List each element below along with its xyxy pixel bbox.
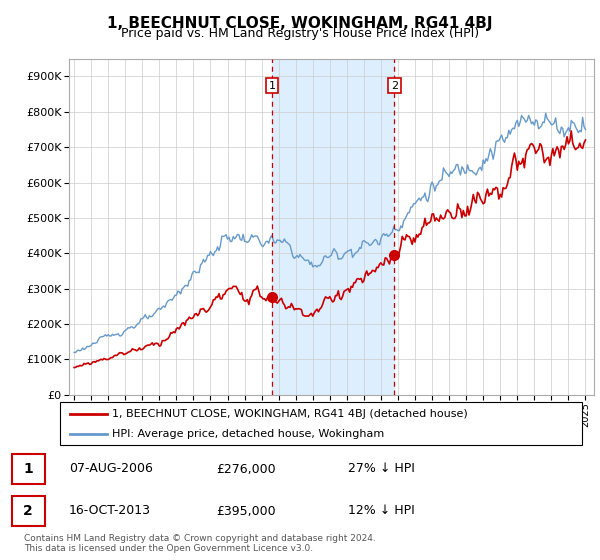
Text: £395,000: £395,000 [216,505,275,517]
Bar [272,59,394,395]
Text: £276,000: £276,000 [216,463,275,475]
Text: HPI: Average price, detached house, Wokingham: HPI: Average price, detached house, Woki… [112,430,385,440]
Text: 1: 1 [268,81,275,91]
Text: 27% ↓ HPI: 27% ↓ HPI [348,463,415,475]
Text: 1: 1 [23,462,33,476]
Text: 12% ↓ HPI: 12% ↓ HPI [348,505,415,517]
Text: 07-AUG-2006: 07-AUG-2006 [69,463,153,475]
Text: 2: 2 [391,81,398,91]
FancyBboxPatch shape [60,402,582,445]
Text: Contains HM Land Registry data © Crown copyright and database right 2024.
This d: Contains HM Land Registry data © Crown c… [24,534,376,553]
Text: 1, BEECHNUT CLOSE, WOKINGHAM, RG41 4BJ: 1, BEECHNUT CLOSE, WOKINGHAM, RG41 4BJ [107,16,493,31]
Text: 1, BEECHNUT CLOSE, WOKINGHAM, RG41 4BJ (detached house): 1, BEECHNUT CLOSE, WOKINGHAM, RG41 4BJ (… [112,409,468,419]
Text: 2: 2 [23,504,33,518]
Text: Price paid vs. HM Land Registry's House Price Index (HPI): Price paid vs. HM Land Registry's House … [121,27,479,40]
Text: 16-OCT-2013: 16-OCT-2013 [69,505,151,517]
